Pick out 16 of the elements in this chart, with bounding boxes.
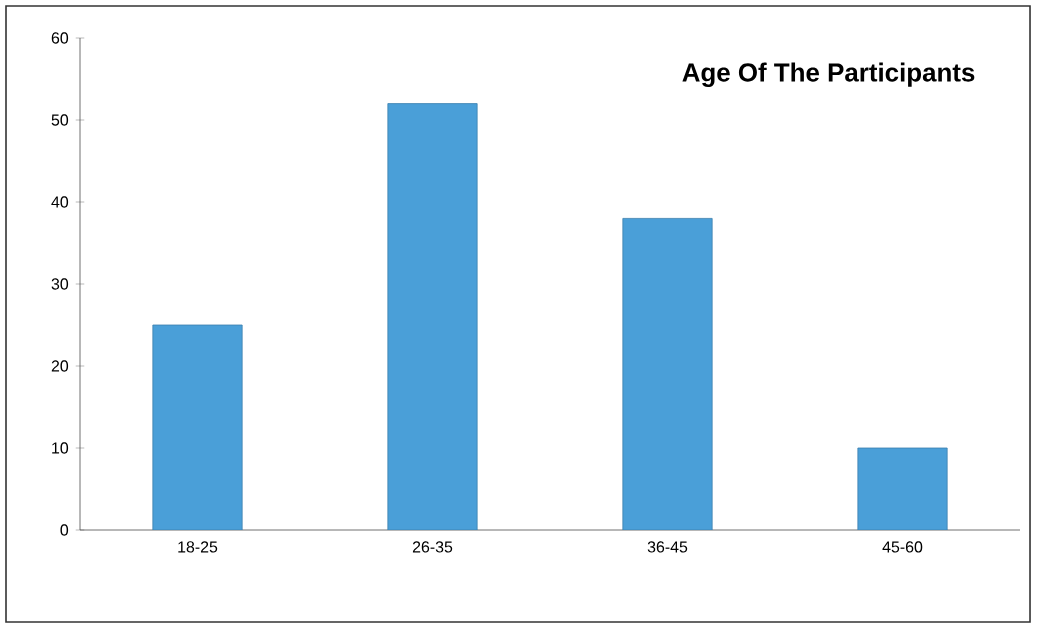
x-tick-label: 18-25 (178, 541, 218, 553)
bar (387, 103, 478, 530)
y-tick-label: 0 (60, 524, 69, 536)
x-tick-label: 36-45 (647, 541, 688, 553)
y-tick-label: 40 (51, 196, 69, 208)
bar (622, 218, 713, 530)
y-tick-label: 10 (52, 442, 69, 454)
y-tick-label: 60 (51, 32, 69, 44)
y-tick-label: 50 (51, 114, 69, 126)
text: Age Of The Participants (682, 62, 975, 87)
y-tick-label: 30 (51, 278, 69, 290)
x-tick-label: 26-35 (412, 541, 453, 553)
bar (857, 447, 948, 530)
bar (152, 324, 243, 530)
x-tick-label: 45-60 (882, 541, 923, 553)
y-tick-label: 20 (51, 360, 69, 372)
